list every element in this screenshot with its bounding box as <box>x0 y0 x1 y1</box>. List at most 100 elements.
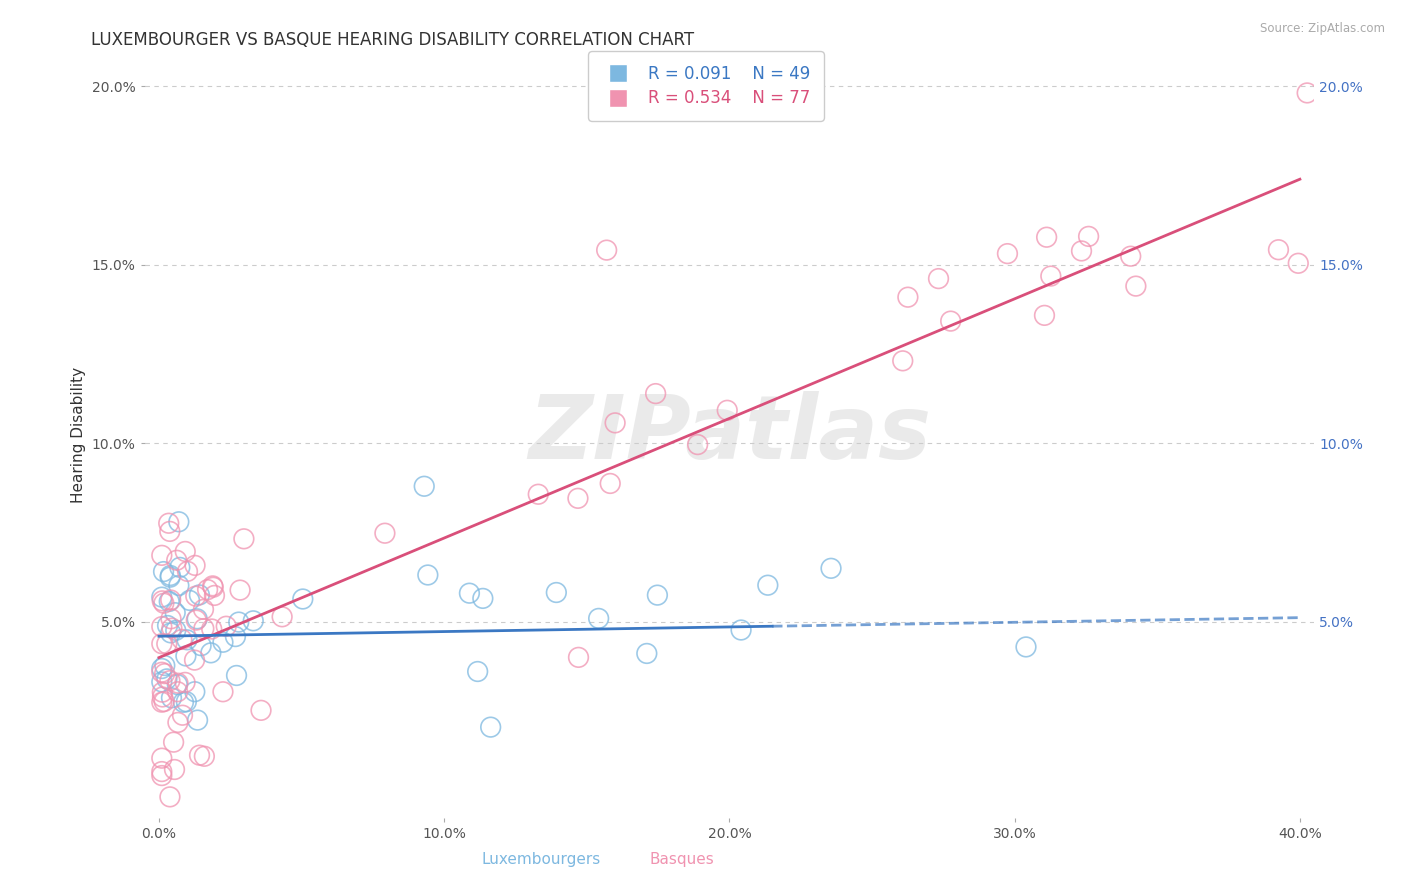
Point <box>150 685 173 699</box>
Point <box>184 558 207 573</box>
Text: LUXEMBOURGER VS BASQUE HEARING DISABILITY CORRELATION CHART: LUXEMBOURGER VS BASQUE HEARING DISABILIT… <box>91 31 695 49</box>
Point <box>730 623 752 637</box>
Point <box>174 675 197 690</box>
Point <box>187 713 209 727</box>
Point <box>997 246 1019 260</box>
Point <box>176 632 198 647</box>
Point <box>152 565 174 579</box>
Point <box>150 695 173 709</box>
Y-axis label: Hearing Disability: Hearing Disability <box>72 367 86 502</box>
Point <box>150 620 173 634</box>
Point <box>897 290 920 304</box>
Point <box>159 570 181 584</box>
Point <box>716 403 738 417</box>
Point <box>686 437 709 451</box>
Point <box>212 635 235 649</box>
Point <box>167 676 190 690</box>
Point <box>159 568 181 582</box>
Point <box>160 612 183 626</box>
Point <box>1267 243 1289 257</box>
Point <box>166 553 188 567</box>
Point <box>150 764 173 779</box>
Point <box>152 690 174 704</box>
Point <box>183 653 205 667</box>
Point <box>159 789 181 804</box>
Point <box>647 588 669 602</box>
Point <box>1286 256 1309 270</box>
Point <box>891 354 914 368</box>
Point <box>166 677 188 691</box>
Point <box>156 637 179 651</box>
Point <box>153 658 176 673</box>
Point <box>567 491 589 506</box>
Point <box>174 648 197 663</box>
Point <box>939 314 962 328</box>
Point <box>172 695 194 709</box>
Point <box>193 622 215 636</box>
Text: Basques: Basques <box>650 852 714 867</box>
Point <box>416 568 439 582</box>
Point <box>1039 268 1062 283</box>
Point <box>201 579 224 593</box>
Point <box>756 578 779 592</box>
Point <box>1033 309 1056 323</box>
Point <box>212 685 235 699</box>
Point <box>201 622 224 636</box>
Point <box>159 626 181 640</box>
Point <box>150 665 173 680</box>
Point <box>150 590 173 604</box>
Point <box>197 582 219 597</box>
Point <box>599 476 621 491</box>
Point <box>166 684 188 698</box>
Point <box>150 674 173 689</box>
Point <box>291 592 314 607</box>
Point <box>202 580 225 594</box>
Point <box>228 615 250 629</box>
Point <box>527 487 550 501</box>
Point <box>165 606 187 620</box>
Point <box>232 532 254 546</box>
Point <box>157 594 180 608</box>
Point <box>150 637 173 651</box>
Point <box>215 619 238 633</box>
Point <box>1077 229 1099 244</box>
Point <box>193 602 215 616</box>
Point <box>160 621 183 635</box>
Point <box>176 695 198 709</box>
Point <box>153 666 176 681</box>
Point <box>179 593 201 607</box>
Point <box>413 479 436 493</box>
Point <box>242 614 264 628</box>
Point <box>546 585 568 599</box>
Point <box>163 763 186 777</box>
Point <box>190 639 212 653</box>
Point <box>160 690 183 705</box>
Point <box>169 560 191 574</box>
Point <box>225 668 247 682</box>
Point <box>159 673 181 688</box>
Point <box>588 611 610 625</box>
Text: ZIPatlas: ZIPatlas <box>527 391 931 478</box>
Point <box>157 516 180 531</box>
Text: Source: ZipAtlas.com: Source: ZipAtlas.com <box>1260 22 1385 36</box>
Point <box>1125 279 1147 293</box>
Point <box>167 515 190 529</box>
Point <box>229 583 252 598</box>
Point <box>1070 244 1092 258</box>
Point <box>186 613 208 627</box>
Point <box>184 589 207 603</box>
Point <box>150 549 173 563</box>
Point <box>567 650 589 665</box>
Point <box>153 694 176 708</box>
Point <box>250 703 273 717</box>
Point <box>603 416 626 430</box>
Point <box>188 588 211 602</box>
Point <box>200 646 222 660</box>
Point <box>150 661 173 675</box>
Point <box>467 665 489 679</box>
Point <box>165 624 187 638</box>
Point <box>479 720 502 734</box>
Point <box>595 243 617 257</box>
Point <box>156 672 179 686</box>
Point <box>1119 249 1142 263</box>
